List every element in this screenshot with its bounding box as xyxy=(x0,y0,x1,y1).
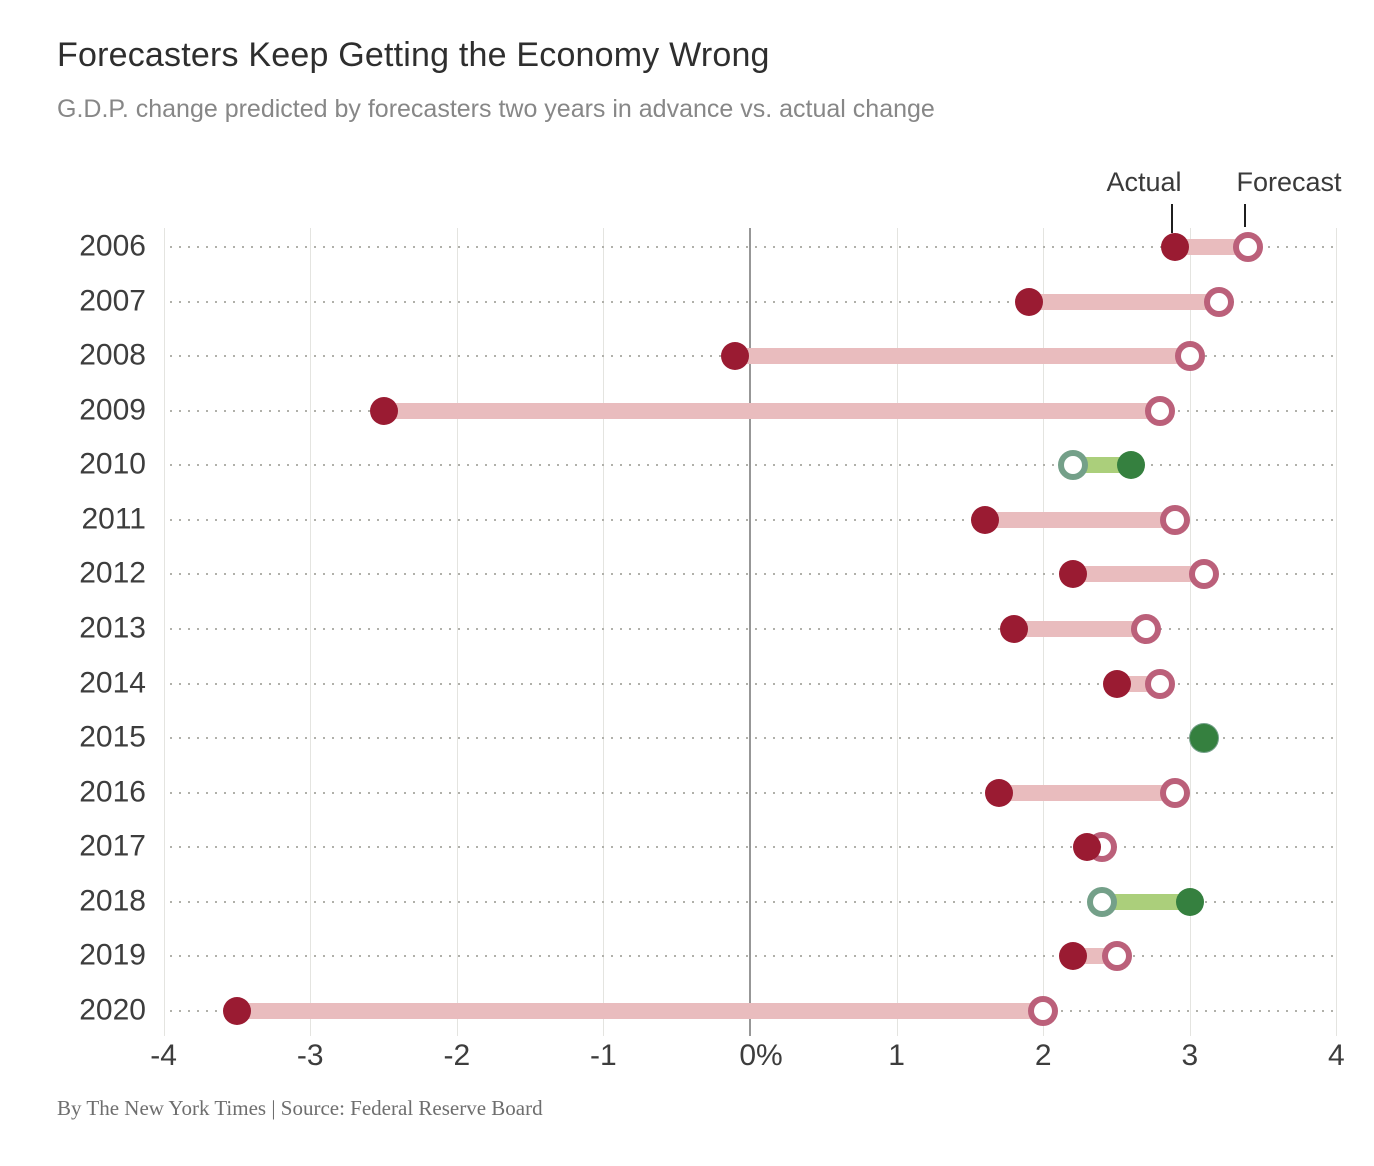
actual-marker-2018 xyxy=(1175,887,1204,916)
row-dotted-leader-line xyxy=(170,627,1340,630)
row-dotted-leader-line xyxy=(170,518,1340,521)
gridline xyxy=(456,228,458,1036)
forecast-gap-bar-2016 xyxy=(999,784,1176,801)
forecast-marker-2010 xyxy=(1057,450,1088,481)
row-year-label: 2007 xyxy=(79,283,146,317)
row-year-label: 2011 xyxy=(81,502,146,536)
row-year-label: 2009 xyxy=(79,393,146,427)
forecast-gap-bar-2006 xyxy=(1175,239,1249,255)
x-axis-tick-label: 3 xyxy=(1181,1039,1199,1072)
forecast-gap-bar-2012 xyxy=(1072,566,1205,583)
forecast-marker-2012 xyxy=(1189,559,1220,590)
forecast-marker-2011 xyxy=(1160,504,1191,535)
row-year-label: 2014 xyxy=(79,665,146,699)
forecast-gap-bar-2008 xyxy=(735,348,1190,365)
forecast-gap-bar-2018 xyxy=(1101,893,1190,910)
row-dotted-leader-line xyxy=(170,464,1340,467)
actual-marker-2008 xyxy=(721,342,750,371)
row-year-label: 2013 xyxy=(79,611,146,645)
gridline xyxy=(1189,228,1191,1036)
actual-marker-2013 xyxy=(999,614,1028,643)
actual-marker-2012 xyxy=(1058,560,1087,589)
row-year-label: 2010 xyxy=(79,447,146,481)
forecast-marker-2013 xyxy=(1130,613,1161,644)
forecast-gap-bar-2009 xyxy=(383,402,1161,419)
x-axis-tick-label: 2 xyxy=(1034,1039,1052,1072)
forecast-gap-bar-2011 xyxy=(984,511,1176,528)
legend-actual-pointer-line xyxy=(1171,204,1173,233)
row-year-label: 2012 xyxy=(79,556,146,590)
row-year-label: 2015 xyxy=(79,720,146,754)
row-year-label: 2017 xyxy=(79,829,146,863)
legend-actual-label: Actual xyxy=(1106,167,1182,197)
actual-marker-2015 xyxy=(1190,724,1219,753)
gridline xyxy=(310,228,312,1036)
legend-forecast-pointer-line xyxy=(1244,204,1246,227)
x-axis-tick-label: -3 xyxy=(296,1039,324,1072)
row-dotted-leader-line xyxy=(170,573,1340,576)
gridline xyxy=(1336,228,1338,1036)
forecast-marker-2018 xyxy=(1086,886,1117,917)
actual-marker-2017 xyxy=(1073,833,1102,862)
forecast-gap-bar-2007 xyxy=(1028,293,1220,310)
x-axis-tick-label: -2 xyxy=(443,1039,471,1072)
actual-marker-2007 xyxy=(1014,287,1043,316)
actual-marker-2006 xyxy=(1161,233,1190,261)
forecast-marker-2007 xyxy=(1204,286,1235,317)
row-dotted-leader-line xyxy=(170,246,1340,248)
forecast-marker-2014 xyxy=(1145,668,1176,699)
gridline xyxy=(896,228,898,1036)
forecast-marker-2016 xyxy=(1160,777,1191,808)
forecast-marker-2008 xyxy=(1174,341,1205,372)
zero-gridline xyxy=(749,228,751,1036)
x-axis-tick-label: 1 xyxy=(888,1039,905,1072)
actual-marker-2010 xyxy=(1117,451,1146,480)
row-dotted-leader-line xyxy=(170,846,1340,849)
gridline xyxy=(603,228,605,1036)
source-credit: By The New York Times | Source: Federal … xyxy=(57,1096,543,1120)
actual-marker-2019 xyxy=(1058,942,1087,971)
gridline xyxy=(163,228,165,1036)
forecast-gap-bar-2013 xyxy=(1013,620,1146,637)
row-year-label: 2006 xyxy=(79,229,146,263)
row-dotted-leader-line xyxy=(170,682,1340,685)
chart-title: Forecasters Keep Getting the Economy Wro… xyxy=(57,36,770,74)
row-dotted-leader-line xyxy=(170,737,1340,740)
row-dotted-leader-line xyxy=(170,791,1340,794)
legend-forecast-label: Forecast xyxy=(1236,167,1342,197)
row-dotted-leader-line xyxy=(170,955,1340,958)
row-dotted-leader-line xyxy=(170,900,1340,903)
actual-marker-2014 xyxy=(1102,669,1131,698)
forecast-marker-2009 xyxy=(1145,395,1176,426)
x-axis-tick-label: -4 xyxy=(150,1039,177,1072)
row-year-label: 2019 xyxy=(79,938,146,972)
x-axis-tick-label: 4 xyxy=(1328,1039,1345,1072)
x-axis-tick-label: -1 xyxy=(590,1039,617,1072)
forecast-marker-2006 xyxy=(1233,232,1264,262)
row-year-label: 2020 xyxy=(79,993,146,1027)
actual-marker-2009 xyxy=(369,396,398,425)
forecast-marker-2019 xyxy=(1101,941,1132,972)
actual-marker-2020 xyxy=(222,996,251,1025)
row-year-label: 2018 xyxy=(79,884,146,918)
x-axis-tick-label: 0% xyxy=(739,1039,783,1072)
forecast-gap-bar-2020 xyxy=(236,1002,1044,1019)
row-dotted-leader-line xyxy=(170,300,1340,303)
row-year-label: 2008 xyxy=(79,338,146,372)
chart-subtitle: G.D.P. change predicted by forecasters t… xyxy=(57,95,935,123)
actual-marker-2016 xyxy=(985,778,1014,807)
actual-marker-2011 xyxy=(970,505,999,534)
forecast-marker-2020 xyxy=(1028,995,1059,1026)
row-year-label: 2016 xyxy=(79,775,146,809)
